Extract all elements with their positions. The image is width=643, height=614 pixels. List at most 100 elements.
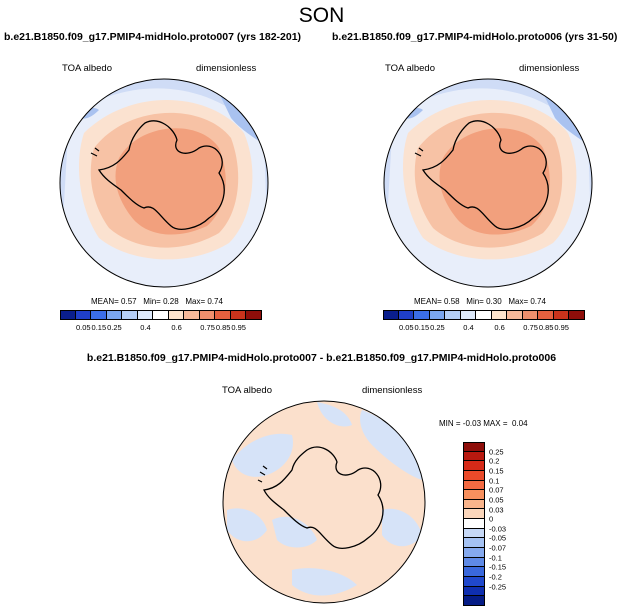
- season-title: SON: [298, 4, 345, 27]
- map-border: [222, 400, 426, 604]
- island-outline: [414, 147, 424, 157]
- diff-negative-patch: [292, 568, 357, 596]
- ocean-patch: [219, 93, 262, 143]
- colorbar-tick-label: 0.05: [75, 323, 91, 332]
- colorbar-box: [106, 310, 123, 320]
- colorbar-tick-label: 0.85: [538, 323, 554, 332]
- colorbar-tick-label: 0.1: [489, 476, 500, 486]
- colorbar-tick-label: 0.75: [523, 323, 538, 332]
- diff-negative-patch: [382, 508, 422, 547]
- right-variable-label: TOA albedo: [385, 63, 436, 74]
- island-outline: [257, 465, 268, 483]
- colorbar-box: [91, 310, 107, 320]
- diff-negative-patch: [232, 433, 293, 477]
- colorbar-box: [153, 310, 169, 320]
- peninsula-region: [94, 156, 117, 178]
- colorbar-tick-label: -0.2: [489, 572, 502, 582]
- diff-variable-label: TOA albedo: [222, 385, 273, 396]
- colorbar-tick-label: 0.25: [430, 323, 445, 332]
- colorbar-box: [414, 310, 430, 320]
- colorbar-box: [463, 519, 485, 529]
- antarctica-coastline: [97, 120, 225, 230]
- diff-negative-patch: [360, 410, 422, 480]
- left-panel-title: b.e21.B1850.f09_g17.PMIP4-midHolo.proto0…: [4, 31, 302, 43]
- colorbar-box: [122, 310, 138, 320]
- diff-units-label: dimensionless: [362, 385, 423, 396]
- colorbar-box: [168, 310, 185, 320]
- colorbar-tick-label: -0.05: [489, 533, 507, 543]
- colorbar-tick-label: 0.75: [200, 323, 215, 332]
- colorbar-tick-label: -0.25: [489, 582, 507, 592]
- colorbar-box: [137, 310, 154, 320]
- diff-negative-patch: [317, 402, 352, 427]
- diff-stats: MIN = -0.03 MAX = 0.04: [439, 419, 528, 428]
- colorbar-box: [230, 310, 247, 320]
- colorbar-tick-label: 0.4: [140, 323, 151, 332]
- colorbar-box: [463, 442, 485, 452]
- right-panel-title: b.e21.B1850.f09_g17.PMIP4-midHolo.proto0…: [332, 31, 618, 43]
- colorbar-box: [463, 596, 485, 606]
- left-variable-label: TOA albedo: [62, 63, 113, 74]
- colorbar-tick-label: 0.25: [107, 323, 122, 332]
- colorbar-tick-label: 0.05: [489, 495, 504, 505]
- colorbar-tick-label: 0.15: [414, 323, 430, 332]
- left-colorbar: [60, 310, 262, 320]
- colorbar-tick-label: 0.4: [463, 323, 474, 332]
- colorbar-box: [507, 310, 523, 320]
- colorbar-tick-label: 0.95: [231, 323, 246, 332]
- colorbar-box: [383, 310, 399, 320]
- colorbar-box: [199, 310, 216, 320]
- colorbar-box: [463, 470, 485, 481]
- colorbar-tick-label: 0.25: [489, 447, 504, 457]
- left-polar-map: [59, 78, 269, 288]
- left-stats: MEAN= 0.57 Min= 0.28 Max= 0.74: [91, 297, 223, 306]
- diff-colorbar-ticks: 0.25 0.2 0.15 0.1 0.07 0.05 0.03 0 -0.03 -0.05 -0.…: [489, 442, 529, 606]
- colorbar-box: [463, 509, 485, 520]
- colorbar-tick-label: 0.6: [494, 323, 505, 332]
- colorbar-box: [553, 310, 570, 320]
- island-outline: [90, 147, 100, 157]
- colorbar-tick-label: -0.1: [489, 553, 502, 563]
- colorbar-box: [463, 480, 485, 491]
- antarctica-coastline: [421, 120, 549, 230]
- colorbar-box: [463, 586, 485, 597]
- colorbar-box: [463, 499, 485, 510]
- map-border: [383, 78, 593, 288]
- right-units-label: dimensionless: [519, 63, 580, 74]
- right-colorbar-ticks: 0.05 0.15 0.25 0.4 0.6 0.75 0.85 0.95: [383, 323, 585, 333]
- colorbar-box: [463, 557, 485, 568]
- right-polar-map: [383, 78, 593, 288]
- colorbar-box: [75, 310, 92, 320]
- colorbar-box: [463, 548, 485, 558]
- left-colorbar-ticks: 0.05 0.15 0.25 0.4 0.6 0.75 0.85 0.95: [60, 323, 262, 333]
- colorbar-tick-label: 0: [489, 514, 494, 524]
- colorbar-box: [398, 310, 415, 320]
- colorbar-box: [463, 528, 485, 539]
- colorbar-tick-label: 0.07: [489, 485, 504, 495]
- colorbar-box: [60, 310, 76, 320]
- colorbar-box: [538, 310, 554, 320]
- colorbar-tick-label: 0.85: [215, 323, 231, 332]
- colorbar-tick-label: -0.07: [489, 543, 507, 553]
- left-units-label: dimensionless: [196, 63, 257, 74]
- colorbar-box: [463, 451, 485, 462]
- peninsula-region: [418, 156, 441, 178]
- colorbar-tick-label: -0.15: [489, 562, 507, 572]
- colorbar-box: [463, 576, 485, 587]
- map-border: [59, 78, 269, 288]
- ocean-patch: [543, 93, 586, 143]
- diff-negative-patch: [272, 516, 317, 548]
- right-colorbar: [383, 310, 585, 320]
- diff-panel-title: b.e21.B1850.f09_g17.PMIP4-midHolo.proto0…: [86, 352, 557, 364]
- colorbar-tick-label: 0.6: [171, 323, 182, 332]
- colorbar-tick-label: 0.95: [554, 323, 569, 332]
- colorbar-box: [491, 310, 508, 320]
- colorbar-box: [463, 567, 485, 577]
- colorbar-box: [460, 310, 477, 320]
- colorbar-box: [215, 310, 231, 320]
- colorbar-box: [463, 490, 485, 500]
- colorbar-tick-label: 0.03: [489, 505, 504, 515]
- diff-colorbar: [463, 442, 485, 606]
- diff-polar-map: [222, 400, 426, 604]
- right-stats: MEAN= 0.58 Min= 0.30 Max= 0.74: [414, 297, 546, 306]
